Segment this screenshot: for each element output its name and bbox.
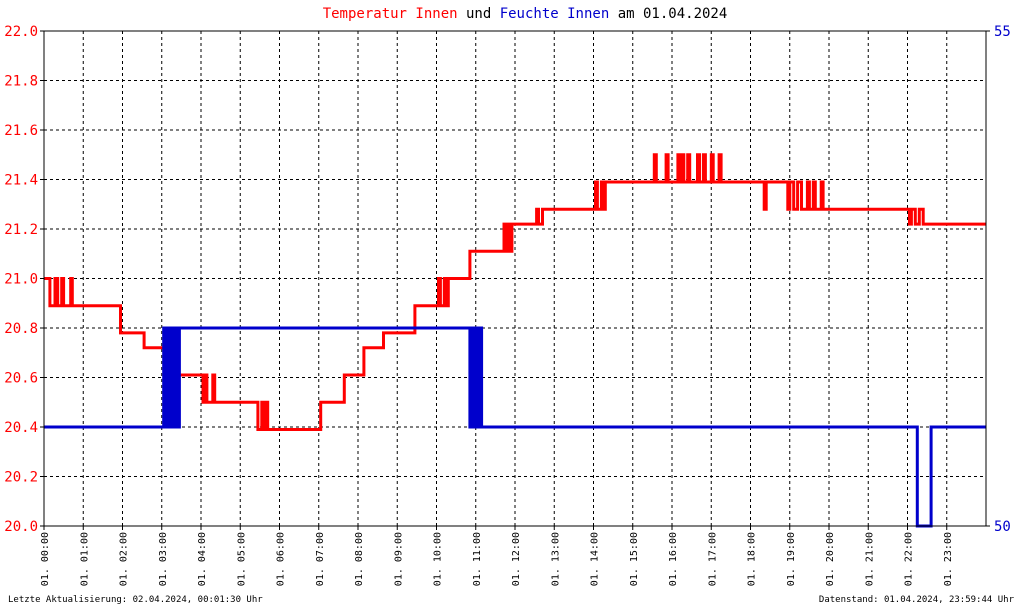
x-tick-label: 01. 04:00 — [197, 532, 208, 586]
x-tick-label: 01. 23:00 — [943, 532, 954, 586]
title-date: am 01.04.2024 — [609, 6, 727, 22]
x-tick-label: 01. 15:00 — [629, 532, 640, 586]
y-left-tick-label: 22.0 — [4, 24, 38, 40]
y-left-tick-label: 21.4 — [4, 173, 38, 189]
series-line-humidity — [44, 326, 986, 528]
x-tick-label: 01. 08:00 — [354, 532, 365, 586]
title-humidity-label: Feuchte Innen — [500, 6, 610, 22]
y-left-tick-label: 21.2 — [4, 222, 38, 238]
ticks-layer: 01. 00:00 01. 01:00 01. 02:00 01. 03:00 01. … — [4, 24, 1011, 586]
x-tick-label: 01. 21:00 — [864, 532, 875, 586]
y-right-tick-label: 55 — [994, 24, 1011, 40]
x-tick-label: 01. 13:00 — [550, 532, 561, 586]
x-tick-label: 01. 02:00 — [119, 532, 130, 586]
x-tick-label: 01. 06:00 — [276, 532, 287, 586]
y-left-tick-label: 20.6 — [4, 371, 38, 387]
y-left-tick-label: 20.2 — [4, 470, 38, 486]
x-tick-label: 01. 20:00 — [825, 532, 836, 586]
title-connector: und — [458, 6, 500, 22]
x-tick-label: 01. 09:00 — [393, 532, 404, 586]
x-tick-label: 01. 18:00 — [747, 532, 758, 586]
series-line-temperature — [44, 153, 986, 431]
x-tick-label: 01. 17:00 — [707, 532, 718, 586]
title-temperature-label: Temperatur Innen — [323, 6, 458, 22]
y-left-tick-label: 21.6 — [4, 123, 38, 139]
y-left-tick-label: 21.8 — [4, 74, 38, 90]
x-tick-label: 01. 10:00 — [433, 532, 444, 586]
x-tick-label: 01. 22:00 — [904, 532, 915, 586]
y-left-tick-label: 21.0 — [4, 272, 38, 288]
x-tick-label: 01. 07:00 — [315, 532, 326, 586]
x-tick-label: 01. 01:00 — [79, 532, 90, 586]
x-tick-label: 01. 05:00 — [236, 532, 247, 586]
x-tick-label: 01. 00:00 — [40, 532, 51, 586]
y-left-tick-label: 20.0 — [4, 519, 38, 535]
x-tick-label: 01. 12:00 — [511, 532, 522, 586]
chart-title: Temperatur Innen und Feuchte Innen am 01… — [323, 6, 728, 22]
x-tick-label: 01. 16:00 — [668, 532, 679, 586]
x-tick-label: 01. 19:00 — [786, 532, 797, 586]
footer-left: Letzte Aktualisierung: 02.04.2024, 00:01… — [8, 595, 263, 605]
x-tick-label: 01. 14:00 — [590, 532, 601, 586]
footer-right: Datenstand: 01.04.2024, 23:59:44 Uhr — [819, 595, 1015, 605]
y-left-tick-label: 20.8 — [4, 321, 38, 337]
x-tick-label: 01. 03:00 — [158, 532, 169, 586]
grid-layer — [44, 31, 986, 526]
y-left-tick-label: 20.4 — [4, 420, 38, 436]
series-layer — [44, 153, 986, 528]
y-right-tick-label: 50 — [994, 519, 1011, 535]
x-tick-label: 01. 11:00 — [472, 532, 483, 586]
